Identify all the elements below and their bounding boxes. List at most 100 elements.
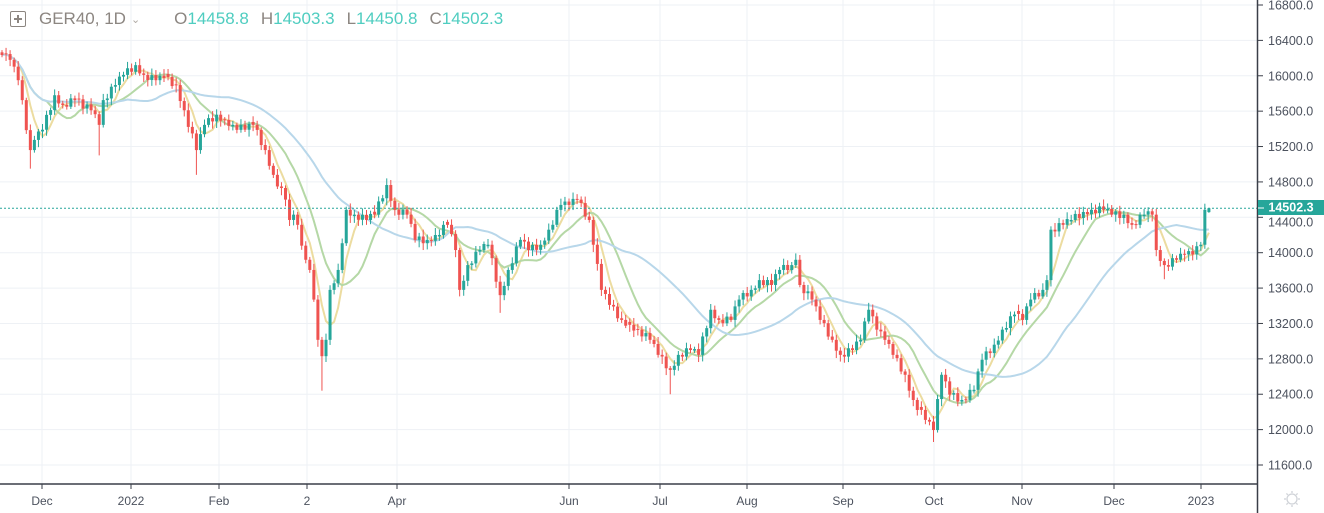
candle (575, 194, 579, 205)
candle-body (814, 299, 818, 307)
candle (271, 163, 275, 179)
candle (41, 123, 44, 139)
candle-body (620, 318, 624, 320)
candle-body (490, 244, 494, 259)
time-tick-label: 2 (304, 494, 311, 508)
time-tick-label: Oct (925, 494, 944, 508)
candle-body (166, 74, 170, 77)
candle-body (757, 280, 761, 289)
candle (458, 247, 462, 297)
candle-body (1077, 213, 1081, 219)
candle (745, 286, 749, 302)
candle (676, 350, 680, 371)
candle (1004, 321, 1008, 333)
candle-body (842, 354, 846, 357)
candle-body (948, 381, 952, 395)
candle (486, 238, 490, 249)
candle-body (1146, 211, 1150, 215)
candle-body (822, 319, 826, 324)
candle-body (676, 354, 680, 366)
candle (964, 396, 968, 404)
candle-body (198, 134, 202, 151)
candle (911, 386, 915, 407)
symbol-interval[interactable]: GER40, 1D (39, 9, 126, 28)
candle (794, 253, 798, 268)
candle (77, 92, 81, 106)
settings-gear-icon[interactable] (1284, 491, 1300, 507)
time-axis[interactable]: Dec 2022 Feb 2 Apr Jun Jul Aug Sep Oct Nov Dec 2023 (31, 484, 1215, 508)
candle (741, 290, 745, 306)
candle-body (1061, 223, 1065, 225)
candle (85, 101, 89, 114)
candle (802, 281, 806, 301)
candle (186, 103, 190, 133)
expand-plus-icon[interactable] (10, 11, 26, 27)
candle-body (761, 280, 765, 286)
candle (891, 341, 895, 359)
candle-body (1175, 258, 1178, 260)
candle-body (1179, 253, 1183, 260)
candle-body (502, 285, 506, 296)
candle-body (522, 239, 526, 242)
candle-body (709, 309, 713, 329)
candle-body (652, 339, 656, 344)
candle-body (672, 365, 676, 370)
candle-body (887, 339, 891, 344)
candle-body (340, 243, 344, 270)
candle-body (101, 100, 105, 125)
candle-body (851, 348, 854, 350)
candle-body (599, 263, 603, 290)
candle (648, 327, 652, 344)
candle-body (69, 98, 73, 107)
candle-body (0, 52, 4, 55)
candle-body (1118, 211, 1122, 219)
candle-body (514, 246, 518, 264)
candle-body (782, 264, 786, 270)
candle (859, 334, 863, 346)
candle-body (1098, 206, 1102, 214)
candle (154, 70, 158, 86)
candle-body (834, 339, 838, 351)
time-tick-label: Dec (31, 494, 52, 508)
candle-body (1065, 219, 1069, 225)
candle-body (1013, 314, 1016, 317)
candle (599, 258, 603, 296)
candle-body (344, 209, 348, 244)
candle (20, 76, 24, 105)
candle-body (713, 309, 717, 319)
candle (1187, 248, 1191, 262)
candle (1170, 253, 1174, 271)
candle (97, 111, 101, 156)
candle-body (348, 209, 352, 216)
candle-body (923, 409, 927, 420)
candle-body (733, 306, 737, 320)
candle (664, 352, 668, 376)
candle-body (32, 139, 36, 151)
candle-body (73, 98, 77, 101)
candle-body (535, 244, 539, 250)
ohlc-close: C14502.3 (429, 9, 504, 28)
candle (1008, 311, 1012, 336)
candle-body (826, 323, 830, 337)
chevron-down-icon[interactable]: ⌄ (130, 13, 141, 26)
candle-body (219, 114, 223, 121)
candle (952, 390, 956, 400)
candle (765, 277, 769, 293)
candle-body (8, 54, 12, 60)
candle-body (227, 120, 231, 126)
candle (660, 349, 664, 364)
candle (1094, 204, 1097, 219)
price-axis[interactable]: 16800.0 16400.0 16000.0 15600.0 15200.0 14800… (1258, 0, 1313, 473)
candle-body (336, 269, 340, 284)
candle-body (608, 294, 611, 305)
candle-body (932, 421, 935, 431)
candle-body (300, 224, 304, 246)
candle (336, 263, 340, 288)
candle (328, 285, 332, 345)
candle (421, 229, 425, 251)
candle-body (478, 250, 482, 252)
candle (207, 114, 211, 128)
candle (867, 302, 871, 324)
candle-body (802, 284, 806, 294)
